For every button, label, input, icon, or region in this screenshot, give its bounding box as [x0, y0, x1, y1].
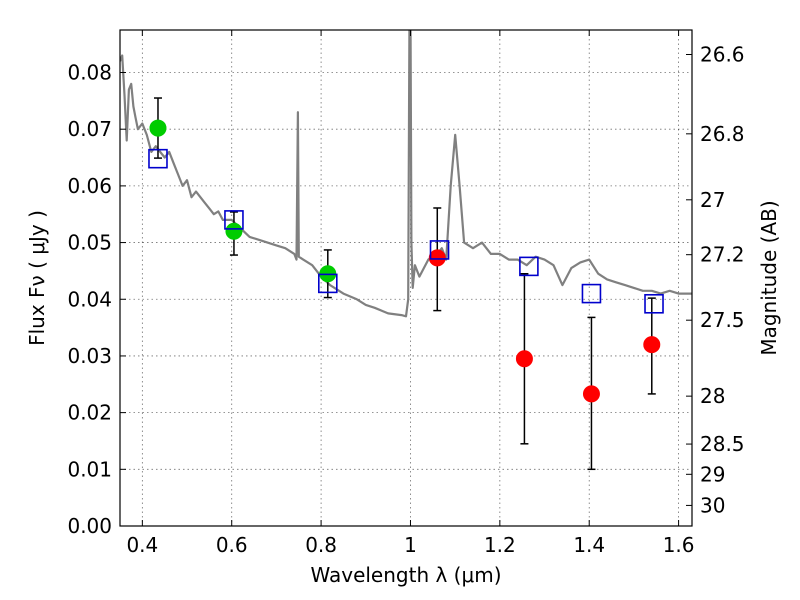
model-photometry-square	[148, 148, 168, 169]
data-point	[225, 222, 243, 240]
model-photometry-square	[519, 256, 539, 277]
y2-tick-label: 29	[700, 462, 725, 486]
plot-area	[120, 30, 692, 471]
y2-tick-label: 27	[700, 188, 725, 212]
data-point	[149, 119, 167, 137]
x-tick-label: 1.2	[484, 533, 516, 557]
y-tick-label: 0.08	[67, 61, 112, 85]
y-axis-label: Flux Fν ( μJy )	[25, 210, 49, 346]
series-0	[149, 97, 337, 299]
y-tick-label: 0.04	[67, 287, 112, 311]
axis-tick-labels: 0.4 0.6 0.8 1 1.2 1.4 1.6 0.00 0.01 0.02 0.03 0.04 0…	[67, 43, 744, 557]
y-tick-label: 0.07	[67, 117, 112, 141]
y2-tick-label: 28	[700, 384, 725, 408]
y2-tick-label: 27.5	[700, 308, 745, 332]
data-point	[643, 336, 661, 354]
x-tick-label: 1	[404, 533, 417, 557]
y2-tick-label: 26.8	[700, 122, 745, 146]
y2-tick-label: 27.2	[700, 243, 745, 267]
y-tick-label: 0.06	[67, 174, 112, 198]
model-photometry-square	[429, 240, 450, 260]
y2-tick-label: 30	[700, 493, 725, 517]
data-point	[428, 249, 446, 267]
y-tick-label: 0.00	[67, 514, 112, 538]
series-1	[428, 207, 661, 471]
x-tick-label: 1.6	[663, 533, 695, 557]
y2-tick-label: 26.6	[700, 43, 745, 67]
y-tick-label: 0.01	[67, 457, 112, 481]
model-photometry-square	[224, 210, 244, 230]
y2-axis-label: Magnitude (AB)	[757, 200, 781, 355]
y-tick-label: 0.02	[67, 401, 112, 425]
data-point	[582, 385, 600, 403]
y-tick-label: 0.03	[67, 344, 112, 368]
data-point	[515, 350, 533, 368]
model-photometry-square	[644, 293, 664, 314]
x-tick-label: 0.4	[126, 533, 158, 557]
axis-ticks	[120, 30, 692, 527]
x-tick-label: 0.8	[305, 533, 337, 557]
model-photometry-square	[317, 273, 338, 294]
series-2	[148, 148, 664, 314]
x-tick-label: 0.6	[216, 533, 248, 557]
model-spectrum-line	[120, 30, 692, 318]
plot-frame	[119, 29, 693, 527]
x-tick-label: 1.4	[573, 533, 605, 557]
y2-tick-label: 28.5	[700, 432, 745, 456]
model-photometry-square	[581, 283, 602, 304]
y-tick-label: 0.05	[67, 231, 112, 255]
x-axis-label: Wavelength λ (μm)	[310, 563, 501, 587]
